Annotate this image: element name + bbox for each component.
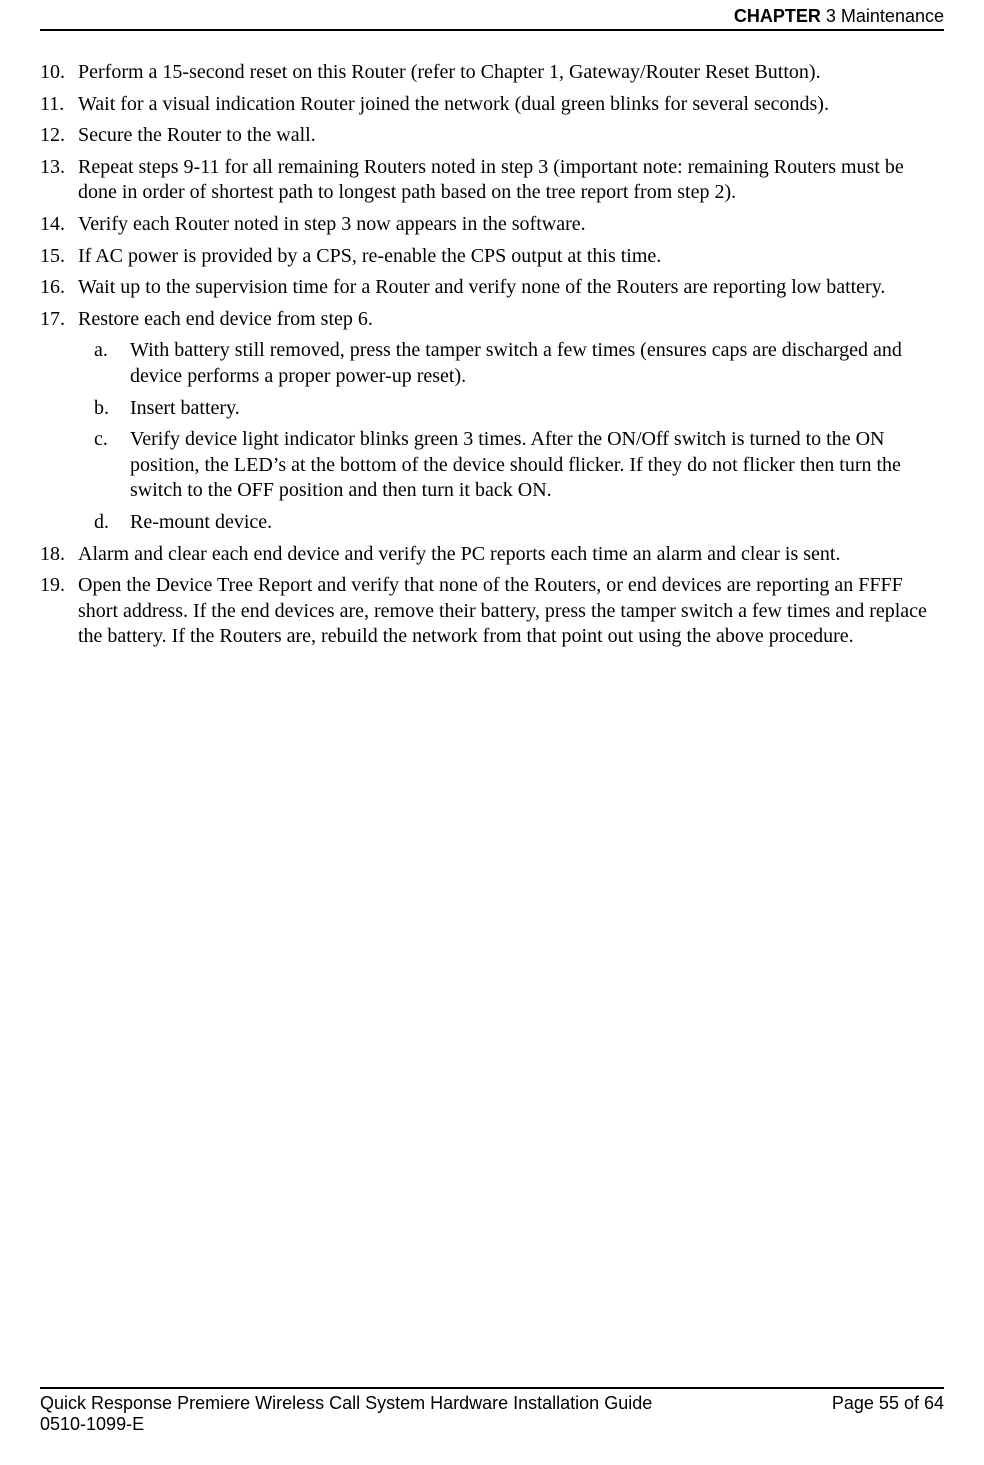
list-text: Wait for a visual indication Router join…: [78, 92, 944, 118]
list-item: 18. Alarm and clear each end device and …: [40, 542, 944, 568]
list-item: 15. If AC power is provided by a CPS, re…: [40, 244, 944, 270]
list-text: With battery still removed, press the ta…: [130, 338, 944, 389]
list-item: 16. Wait up to the supervision time for …: [40, 275, 944, 301]
list-item: a. With battery still removed, press the…: [94, 338, 944, 389]
list-text: Verify device light indicator blinks gre…: [130, 427, 944, 504]
page-footer: Quick Response Premiere Wireless Call Sy…: [40, 1387, 944, 1435]
footer-page: Page 55 of 64: [832, 1393, 944, 1414]
list-number: 14.: [40, 212, 78, 238]
list-item: 14. Verify each Router noted in step 3 n…: [40, 212, 944, 238]
list-number: c.: [94, 427, 130, 504]
list-item: 19. Open the Device Tree Report and veri…: [40, 573, 944, 650]
list-number: 10.: [40, 60, 78, 86]
list-number: 17.: [40, 307, 78, 333]
list-text: Re-mount device.: [130, 510, 944, 536]
content: 10. Perform a 15-second reset on this Ro…: [40, 60, 944, 656]
list-item: c. Verify device light indicator blinks …: [94, 427, 944, 504]
list-item: 12. Secure the Router to the wall.: [40, 123, 944, 149]
list-number: 16.: [40, 275, 78, 301]
chapter-rest: 3 Maintenance: [821, 6, 944, 26]
list-number: d.: [94, 510, 130, 536]
list-item: 13. Repeat steps 9-11 for all remaining …: [40, 155, 944, 206]
list-text: Alarm and clear each end device and veri…: [78, 542, 944, 568]
list-text: Insert battery.: [130, 396, 944, 422]
list-text: Wait up to the supervision time for a Ro…: [78, 275, 944, 301]
list-number: 13.: [40, 155, 78, 206]
list-number: 11.: [40, 92, 78, 118]
list-number: 18.: [40, 542, 78, 568]
list-number: b.: [94, 396, 130, 422]
footer-left: Quick Response Premiere Wireless Call Sy…: [40, 1393, 652, 1435]
footer-docnum: 0510-1099-E: [40, 1414, 652, 1435]
page: CHAPTER 3 Maintenance 10. Perform a 15-s…: [0, 0, 984, 1465]
footer-title: Quick Response Premiere Wireless Call Sy…: [40, 1393, 652, 1414]
list-text: Restore each end device from step 6.: [78, 307, 944, 333]
list-text: Open the Device Tree Report and verify t…: [78, 573, 944, 650]
list-text: Secure the Router to the wall.: [78, 123, 944, 149]
list-text: Perform a 15-second reset on this Router…: [78, 60, 944, 86]
list-item: d. Re-mount device.: [94, 510, 944, 536]
list-text: If AC power is provided by a CPS, re-ena…: [78, 244, 944, 270]
list-number: a.: [94, 338, 130, 389]
list-text: Verify each Router noted in step 3 now a…: [78, 212, 944, 238]
list-item: 10. Perform a 15-second reset on this Ro…: [40, 60, 944, 86]
list-number: 12.: [40, 123, 78, 149]
list-item: 11. Wait for a visual indication Router …: [40, 92, 944, 118]
list-text: Repeat steps 9-11 for all remaining Rout…: [78, 155, 944, 206]
list-number: 19.: [40, 573, 78, 650]
chapter-label: CHAPTER: [734, 6, 821, 26]
list-item: b. Insert battery.: [94, 396, 944, 422]
sublist: a. With battery still removed, press the…: [40, 338, 944, 535]
list-number: 15.: [40, 244, 78, 270]
list-item: 17. Restore each end device from step 6.: [40, 307, 944, 333]
page-header: CHAPTER 3 Maintenance: [40, 6, 944, 31]
